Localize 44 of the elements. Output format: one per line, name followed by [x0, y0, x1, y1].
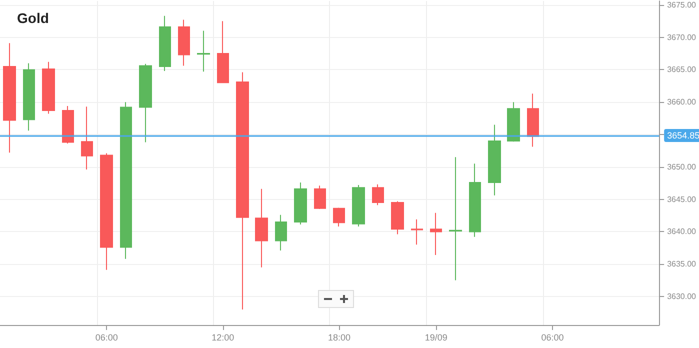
- candlestick: [178, 19, 190, 66]
- candlestick: [469, 163, 481, 238]
- y-tick-label: 3630.00: [667, 292, 697, 301]
- candlestick: [294, 182, 307, 226]
- candlestick: [488, 124, 501, 196]
- candlestick: [314, 185, 326, 210]
- candlestick: [411, 218, 423, 246]
- text: Gold: [17, 10, 49, 26]
- candlestick: [352, 184, 365, 228]
- candlestick: [527, 93, 539, 148]
- candlestick: [507, 102, 520, 142]
- candlestick: [255, 188, 268, 268]
- candlestick: [236, 72, 249, 310]
- candlestick: [139, 63, 152, 143]
- y-tick-label: 3635.00: [667, 260, 697, 269]
- y-tick-label: 3675.00: [667, 0, 697, 10]
- y-tick-label: 3640.00: [667, 227, 697, 236]
- y-tick-label: 3650.00: [667, 162, 697, 172]
- candlestick: [333, 207, 345, 228]
- ref-line-label: 3654.85: [667, 130, 699, 140]
- candlestick: [81, 106, 93, 170]
- candlestick: [217, 20, 229, 84]
- candlestick: [100, 152, 113, 270]
- candlestick: [3, 42, 16, 154]
- y-tick-label: 3660.00: [667, 98, 697, 107]
- candlestick: [62, 105, 74, 144]
- x-tick-label: 19/09: [424, 332, 448, 342]
- candlestick: [391, 200, 404, 235]
- candlestick: [42, 61, 55, 114]
- x-tick-label: 18:00: [328, 332, 350, 342]
- candlestick: [197, 30, 210, 72]
- x-tick-label: 06:00: [541, 332, 564, 342]
- candlestick: [372, 184, 384, 206]
- x-tick-label: 06:00: [95, 332, 118, 342]
- x-tick-label: 12:00: [212, 332, 234, 342]
- candlestick: [275, 214, 287, 251]
- candlestick: [430, 212, 442, 256]
- y-tick-label: 3665.00: [667, 65, 697, 74]
- candlestick: [159, 15, 171, 72]
- y-tick-label: 3645.00: [667, 194, 697, 204]
- candlestick: [120, 102, 132, 260]
- candlestick: [449, 156, 462, 281]
- y-tick-label: 3670.00: [667, 32, 697, 42]
- candlestick: [23, 62, 35, 132]
